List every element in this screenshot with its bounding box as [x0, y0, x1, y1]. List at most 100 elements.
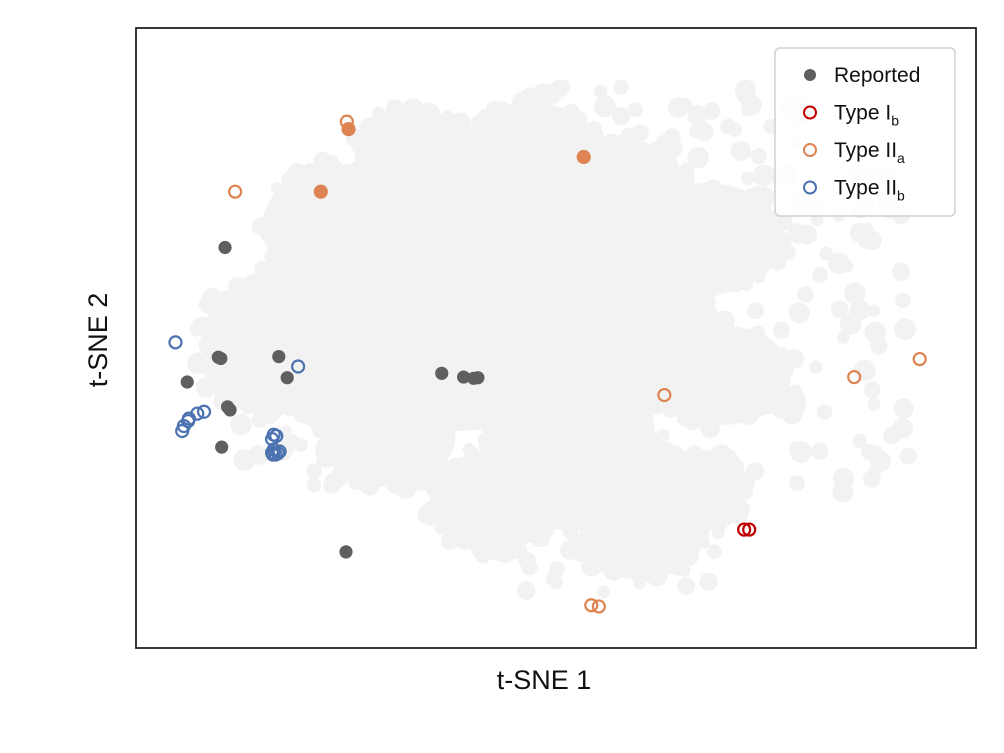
background-point — [514, 454, 528, 468]
background-point — [775, 242, 789, 256]
background-point — [808, 360, 823, 375]
legend-marker-type-iib — [803, 180, 817, 195]
background-point — [306, 463, 322, 479]
point-reported — [223, 403, 237, 417]
background-point — [727, 122, 743, 137]
series-type-ib — [737, 522, 757, 537]
legend-box — [774, 47, 956, 217]
background-point — [530, 351, 544, 364]
point-reported — [471, 371, 485, 385]
background-point — [191, 317, 211, 336]
background-point — [852, 433, 867, 448]
point-reported — [214, 351, 228, 366]
background-point — [512, 216, 534, 238]
background-point — [639, 418, 655, 434]
point-type-iia — [228, 184, 243, 199]
background-cloud — [354, 108, 473, 196]
plot-points — [168, 114, 927, 614]
background-point — [657, 428, 670, 442]
background-point — [530, 100, 551, 122]
background-point — [746, 391, 765, 410]
legend-label-reported: Reported — [834, 64, 920, 87]
background-point — [510, 353, 531, 374]
background-point — [731, 242, 753, 263]
background-point — [811, 442, 829, 460]
background-point — [445, 457, 468, 480]
background-point — [772, 212, 792, 232]
background-point — [302, 162, 316, 176]
background-point — [523, 317, 538, 331]
background-point — [492, 400, 513, 421]
background-point — [688, 124, 703, 138]
background-point — [742, 191, 756, 205]
background-point — [548, 489, 564, 505]
background-point — [532, 83, 552, 103]
background-point — [249, 312, 269, 332]
background-point — [657, 279, 676, 297]
plot-frame — [135, 27, 977, 649]
background-point — [789, 384, 803, 398]
plot-background — [187, 79, 917, 600]
background-point — [603, 560, 624, 581]
background-point — [295, 375, 318, 397]
legend-label-type-iib: Type IIb — [834, 177, 905, 204]
series-type-iia — [228, 114, 927, 614]
background-point — [745, 222, 762, 239]
background-point — [636, 141, 650, 156]
background-point — [294, 328, 315, 349]
background-point — [266, 316, 282, 332]
legend-marker-reported — [804, 69, 816, 81]
background-point — [756, 188, 770, 203]
background-point — [789, 475, 806, 491]
background-point — [648, 140, 667, 160]
background-point — [686, 445, 704, 462]
background-point — [710, 444, 733, 467]
background-point — [595, 396, 615, 416]
background-point — [752, 164, 775, 187]
background-point — [622, 232, 638, 248]
background-point — [646, 564, 668, 587]
background-point — [187, 352, 209, 375]
point-type-iia — [847, 369, 862, 385]
point-reported — [435, 366, 449, 380]
background-point — [293, 407, 309, 423]
background-point — [419, 474, 436, 491]
background-point — [687, 104, 709, 126]
background-point — [597, 250, 612, 266]
background-point — [494, 101, 511, 117]
background-point — [218, 290, 231, 304]
series-reported — [180, 240, 485, 559]
background-point — [561, 244, 576, 258]
background-point — [744, 264, 762, 282]
background-point — [776, 397, 791, 413]
background-point — [477, 108, 495, 126]
background-point — [816, 404, 833, 420]
point-reported — [457, 370, 471, 384]
background-point — [797, 224, 818, 245]
background-point — [703, 102, 721, 120]
background-point — [403, 313, 421, 331]
background-point — [413, 241, 432, 259]
background-point — [615, 547, 630, 562]
background-point — [810, 213, 824, 227]
background-point — [401, 327, 417, 343]
background-point — [560, 540, 580, 560]
background-point — [797, 286, 814, 303]
background-point — [712, 526, 725, 540]
background-point — [391, 346, 408, 363]
background-point — [227, 326, 247, 345]
background-point — [574, 532, 589, 548]
point-reported — [180, 375, 194, 389]
legend-label-type-ib: Type Ib — [834, 102, 899, 129]
y-axis-label: t-SNE 2 — [83, 293, 113, 388]
point-type-iib — [264, 431, 280, 447]
point-reported — [339, 545, 353, 559]
background-point — [684, 287, 700, 303]
background-point — [636, 192, 657, 213]
background-point — [454, 150, 473, 169]
background-point — [728, 458, 743, 472]
background-point — [549, 156, 563, 170]
point-type-ib — [737, 522, 752, 537]
background-point — [863, 381, 881, 399]
background-point — [251, 217, 269, 236]
